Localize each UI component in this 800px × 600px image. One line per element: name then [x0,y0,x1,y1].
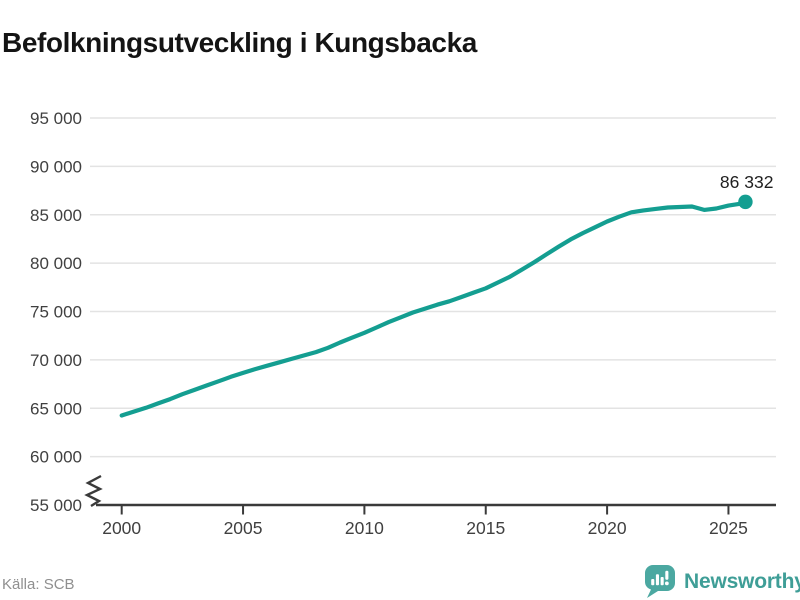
x-tick-label: 2025 [709,518,748,538]
source-label: Källa: SCB [2,576,75,593]
y-tick-label: 90 000 [30,157,82,176]
y-tick-label: 80 000 [30,254,82,273]
y-tick-label: 85 000 [30,206,82,225]
x-tick-label: 2000 [102,518,141,538]
x-tick-label: 2015 [466,518,505,538]
brand-name: Newsworthy [684,569,800,593]
brand-logo: Newsworthy [644,564,800,599]
y-axis-break-icon [84,474,103,508]
y-tick-label: 75 000 [30,303,82,322]
y-tick-label: 95 000 [30,109,82,128]
y-tick-label: 55 000 [30,496,82,515]
y-tick-label: 70 000 [30,351,82,370]
x-tick-label: 2010 [345,518,384,538]
population-line [119,199,748,418]
x-tick-label: 2005 [224,518,263,538]
chart-title: Befolkningsutveckling i Kungsbacka [2,26,477,58]
end-value-label: 86 332 [720,172,774,192]
newsworthy-speech-bubble-bar-chart-icon [644,565,675,598]
end-point-dot [738,194,753,210]
y-tick-label: 60 000 [30,448,82,467]
x-tick-label: 2020 [588,518,627,538]
y-tick-label: 65 000 [30,399,82,418]
